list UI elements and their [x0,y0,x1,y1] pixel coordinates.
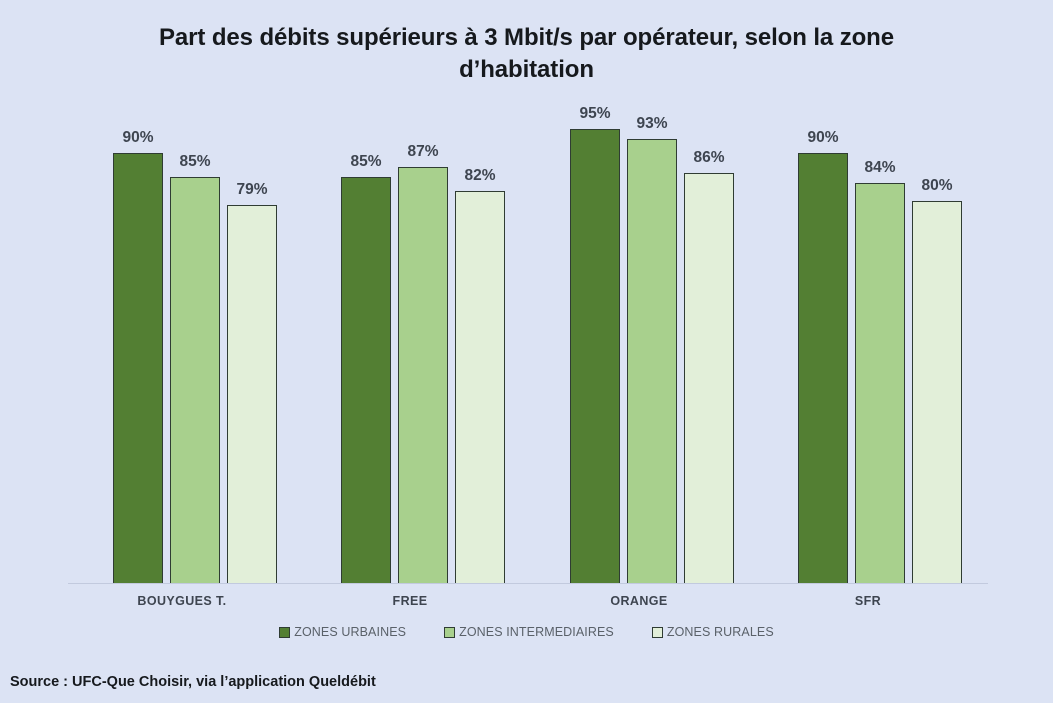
bar[interactable] [684,173,734,583]
bar[interactable] [855,183,905,583]
bar-value-label: 90% [807,129,839,146]
bar-value-label: 79% [236,181,268,198]
chart-title: Part des débits supérieurs à 3 Mbit/s pa… [159,24,894,83]
bar[interactable] [170,177,220,583]
bar-value-label: 84% [864,159,896,176]
axis-baseline [68,583,988,584]
legend-item-zones-rurales[interactable]: ZONES RURALES [651,625,774,639]
bar[interactable] [227,205,277,583]
bar[interactable] [341,177,391,583]
bar[interactable] [798,153,848,583]
legend-swatch-icon [279,626,291,638]
category-label-sfr: SFR [854,594,882,608]
legend-label: ZONES RURALES [666,625,774,639]
category-label-orange: ORANGE [610,594,668,608]
legend-label: ZONES INTERMEDIAIRES [459,625,614,639]
bar[interactable] [627,139,677,583]
bar-group: 90% 84% 80% [798,113,1028,583]
bar[interactable] [113,153,163,583]
bar-group: 95% 93% 86% [570,105,800,583]
bar-value-label: 87% [407,143,439,160]
bar-value-label: 82% [464,167,496,184]
bar-value-label: 93% [636,115,668,132]
category-label-bouygues: BOUYGUES T. [137,594,227,608]
legend-item-zones-urbaines[interactable]: ZONES URBAINES [279,625,406,639]
bar[interactable] [398,167,448,583]
legend-swatch-icon [444,626,456,638]
bar[interactable] [912,201,962,583]
bar-value-label: 85% [350,153,382,170]
bar-value-label: 80% [921,177,953,194]
bar-value-label: 86% [693,149,725,166]
bar-group: 90% 85% 79% [113,113,343,583]
bar[interactable] [455,191,505,583]
chart-legend: ZONES URBAINES ZONES INTERMEDIAIRES ZONE… [0,625,1053,639]
bar-group: 85% 87% 82% [341,113,571,583]
legend-item-zones-intermediaires[interactable]: ZONES INTERMEDIAIRES [444,625,614,639]
category-label-free: FREE [392,594,428,608]
legend-label: ZONES URBAINES [294,625,407,639]
bar-value-label: 90% [122,129,154,146]
bar[interactable] [570,129,620,583]
source-note: Source : UFC-Que Choisir, via l’applicat… [10,674,376,690]
bar-value-label: 85% [179,153,211,170]
legend-swatch-icon [651,626,663,638]
bar-value-label: 95% [579,105,611,122]
